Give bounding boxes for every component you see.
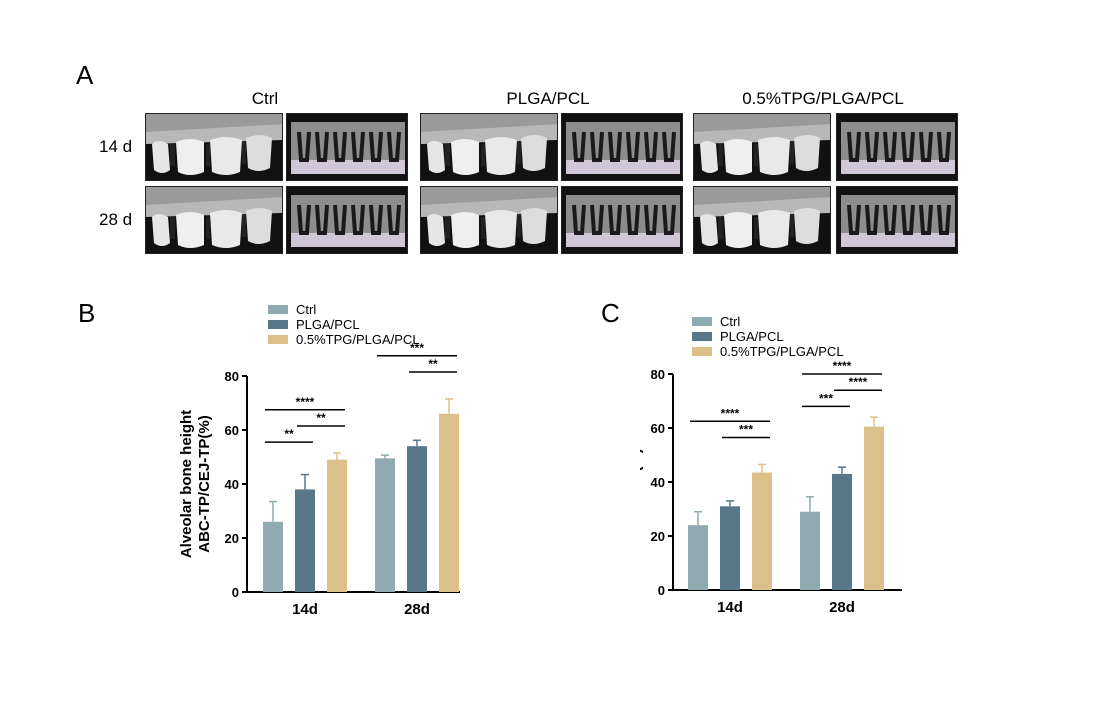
bar-0-5-tpg-plga-pcl — [327, 459, 347, 592]
significance-label: **** — [296, 395, 315, 409]
micro-ct-3d-image — [420, 186, 558, 254]
micro-ct-section-image — [561, 113, 683, 181]
legend-label: PLGA/PCL — [720, 329, 784, 344]
significance-label: *** — [739, 422, 753, 436]
legend-swatch — [268, 305, 288, 314]
micro-ct-3d-image — [420, 113, 558, 181]
bar-ctrl — [800, 511, 820, 590]
significance-label: **** — [833, 359, 852, 373]
y-tick-label: 60 — [225, 423, 239, 438]
micro-ct-section-image — [836, 113, 958, 181]
legend-swatch — [268, 335, 288, 344]
micro-ct-section-image — [836, 186, 958, 254]
significance-label: ** — [284, 427, 294, 441]
legend-label: Ctrl — [720, 314, 740, 329]
x-category-label: 14d — [292, 601, 318, 618]
bar-ctrl — [263, 521, 283, 592]
significance-label: *** — [410, 341, 424, 355]
significance-label: ** — [316, 411, 326, 425]
y-tick-label: 80 — [225, 369, 239, 384]
micro-ct-3d-image — [693, 186, 831, 254]
y-tick-label: 80 — [651, 367, 665, 382]
micro-ct-section-image — [561, 186, 683, 254]
panel-a-letter: A — [76, 60, 94, 90]
micro-ct-3d-image — [145, 113, 283, 181]
y-tick-label: 0 — [232, 585, 239, 600]
micro-ct-section-image — [286, 186, 408, 254]
y-tick-label: 40 — [651, 475, 665, 490]
y-axis-label: Alveolar bone height — [178, 410, 195, 558]
bar-plga-pcl — [720, 506, 740, 590]
panel-b-letter: B — [78, 298, 96, 328]
significance-label: ** — [428, 357, 438, 371]
y-axis-label: BV/TV(%) — [640, 448, 644, 516]
legend-label: 0.5%TPG/PLGA/PCL — [720, 344, 844, 359]
row-label-14d: 14 d — [99, 137, 133, 156]
legend-swatch — [692, 317, 712, 326]
y-tick-label: 20 — [225, 531, 239, 546]
row-label-28d: 28 d — [99, 210, 133, 229]
significance-label: **** — [721, 406, 740, 420]
legend-swatch — [692, 332, 712, 341]
legend-label: PLGA/PCL — [296, 317, 360, 332]
group-title-ctrl: Ctrl — [251, 89, 279, 108]
group-title-tpg: 0.5%TPG/PLGA/PCL — [742, 89, 904, 108]
bar-0-5-tpg-plga-pcl — [864, 426, 884, 590]
bar-plga-pcl — [295, 489, 315, 592]
bar-ctrl — [375, 458, 395, 592]
legend-label: 0.5%TPG/PLGA/PCL — [296, 332, 420, 347]
bar-plga-pcl — [832, 473, 852, 590]
y-tick-label: 0 — [658, 583, 665, 598]
micro-ct-section-image — [286, 113, 408, 181]
y-tick-label: 40 — [225, 477, 239, 492]
y-axis-label: ABC-TP/CEJ-TP(%) — [196, 415, 213, 553]
group-title-plga: PLGA/PCL — [506, 89, 590, 108]
micro-ct-3d-image — [693, 113, 831, 181]
y-tick-label: 20 — [651, 529, 665, 544]
bar-ctrl — [688, 525, 708, 590]
x-category-label: 28d — [404, 601, 430, 618]
bar-plga-pcl — [407, 446, 427, 592]
legend-swatch — [268, 320, 288, 329]
micro-ct-3d-image — [145, 186, 283, 254]
bar-0-5-tpg-plga-pcl — [752, 472, 772, 590]
y-tick-label: 60 — [651, 421, 665, 436]
legend-label: Ctrl — [296, 302, 316, 317]
x-category-label: 28d — [829, 599, 855, 616]
x-category-label: 14d — [717, 599, 743, 616]
legend-swatch — [692, 347, 712, 356]
bar-0-5-tpg-plga-pcl — [439, 413, 459, 592]
significance-label: *** — [819, 391, 833, 405]
panel-c-letter: C — [601, 298, 620, 328]
significance-label: **** — [849, 375, 868, 389]
